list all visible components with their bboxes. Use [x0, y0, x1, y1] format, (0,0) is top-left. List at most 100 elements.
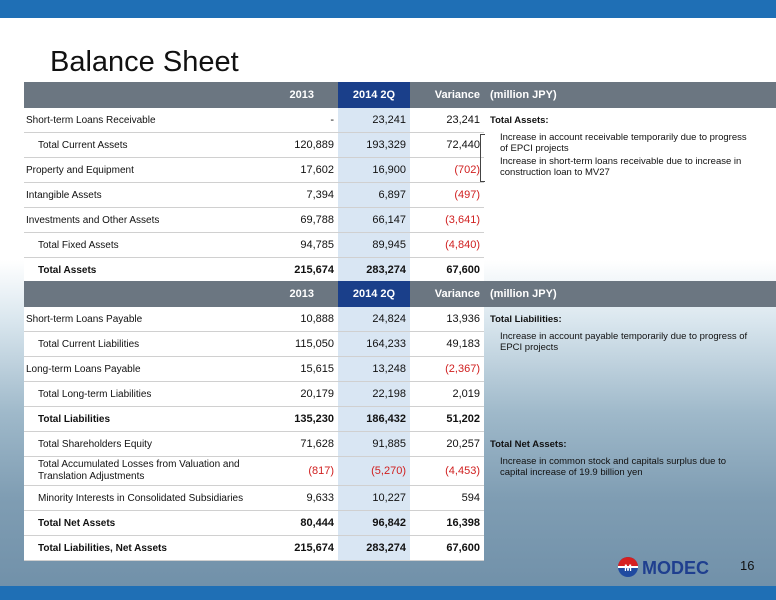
value-2013: - [262, 108, 338, 133]
value-2014: 193,329 [338, 132, 410, 158]
header-blank [24, 82, 262, 108]
value-variance: (4,840) [410, 232, 484, 258]
table-row: Minority Interests in Consolidated Subsi… [24, 485, 776, 511]
value-2013: 7,394 [262, 182, 338, 208]
value-variance: 49,183 [410, 331, 484, 357]
value-2013: 10,888 [262, 307, 338, 332]
header-variance: Variance [410, 82, 484, 108]
header-unit: (million JPY) [484, 281, 776, 307]
value-2014: 96,842 [338, 510, 410, 536]
row-label: Total Long-term Liabilities [24, 381, 262, 407]
table-row: Total Liabilities, Net Assets 215,674 283,… [24, 535, 776, 561]
row-label: Long-term Loans Payable [24, 356, 262, 382]
value-2014: 23,241 [338, 108, 410, 133]
table-row: Total Assets 215,674 283,274 67,600 [24, 257, 776, 283]
value-variance: 2,019 [410, 381, 484, 407]
value-2014: 22,198 [338, 381, 410, 407]
row-label: Short-term Loans Receivable [24, 108, 262, 133]
row-label: Total Accumulated Losses from Valuation … [24, 456, 262, 486]
row-label: Property and Equipment [24, 157, 262, 183]
value-2013: 215,674 [262, 257, 338, 283]
assets-table: 2013 2014 2Q Variance (million JPY) Shor… [24, 82, 776, 283]
table-row: Total Current Assets 120,889 193,329 72,440 [24, 132, 776, 158]
assets-note-1: Increase in account receivable temporari… [500, 132, 747, 154]
value-variance: 20,257 [410, 431, 484, 457]
value-variance: (702) [410, 157, 484, 183]
value-2013: (817) [262, 456, 338, 486]
table-row: Total Shareholders Equity 71,628 91,885 20,… [24, 431, 776, 478]
value-variance: 67,600 [410, 535, 484, 561]
value-2013: 80,444 [262, 510, 338, 536]
row-label: Intangible Assets [24, 182, 262, 208]
value-2013: 135,230 [262, 406, 338, 432]
value-2013: 115,050 [262, 331, 338, 357]
value-variance: (3,641) [410, 207, 484, 233]
value-2014: 91,885 [338, 431, 410, 457]
table-row: Total Current Liabilities 115,050 164,233 4… [24, 331, 776, 357]
liabilities-table: 2013 2014 2Q Variance (million JPY) Shor… [24, 281, 776, 561]
value-2013: 94,785 [262, 232, 338, 258]
row-label: Short-term Loans Payable [24, 307, 262, 332]
value-variance: 594 [410, 485, 484, 511]
table-row: Short-term Loans Receivable -23,241 23,241… [24, 108, 776, 178]
header-2013: 2013 [262, 82, 338, 108]
value-2013: 15,615 [262, 356, 338, 382]
row-label: Total Assets [24, 257, 262, 283]
header-2013: 2013 [262, 281, 338, 307]
row-label: Total Liabilities [24, 406, 262, 432]
value-variance: 23,241 [410, 108, 484, 133]
value-2014: 13,248 [338, 356, 410, 382]
table-row: Total Net Assets 80,444 96,842 16,398 [24, 510, 776, 536]
logo-text: MODEC [642, 558, 709, 578]
liabilities-header-row: 2013 2014 2Q Variance (million JPY) [24, 281, 776, 307]
liab-note-1: Increase in account payable temporarily … [500, 331, 748, 353]
value-2013: 215,674 [262, 535, 338, 561]
header-unit: (million JPY) [484, 82, 776, 108]
value-2014: 6,897 [338, 182, 410, 208]
value-variance: 72,440 [410, 132, 484, 158]
value-variance: 16,398 [410, 510, 484, 536]
assets-header-row: 2013 2014 2Q Variance (million JPY) [24, 82, 776, 108]
value-2013: 9,633 [262, 485, 338, 511]
value-2014: 10,227 [338, 485, 410, 511]
note-cell: Total Net Assets: Increase in common stoc… [484, 432, 776, 561]
header-2014: 2014 2Q [338, 281, 410, 307]
value-2014: 164,233 [338, 331, 410, 357]
row-label: Total Liabilities, Net Assets [24, 535, 262, 561]
row-label: Minority Interests in Consolidated Subsi… [24, 485, 262, 511]
header-2014: 2014 2Q [338, 82, 410, 108]
netassets-note-1: Increase in common stock and capitals su… [500, 455, 727, 478]
svg-text:M: M [624, 563, 632, 573]
value-variance: (497) [410, 182, 484, 208]
modec-logo: M MODEC [616, 554, 726, 580]
value-2014: 186,432 [338, 406, 410, 432]
value-variance: 13,936 [410, 307, 484, 332]
value-2014: 66,147 [338, 207, 410, 233]
value-2014: 89,945 [338, 232, 410, 258]
assets-note-2: Increase in short-term loans receivable … [500, 156, 742, 178]
value-variance: (2,367) [410, 356, 484, 382]
value-2013: 69,788 [262, 207, 338, 233]
note-cell: Total Assets: Increase in account receiva… [484, 108, 776, 283]
assets-notes-title: Total Assets: [490, 115, 549, 126]
row-label: Total Current Assets [24, 132, 262, 158]
value-variance: 67,600 [410, 257, 484, 283]
assets-note-bracket [480, 134, 485, 182]
bottom-bar [0, 586, 776, 600]
table-row: Long-term Loans Payable 15,615 13,248 (2,36… [24, 356, 776, 382]
table-row: Total Long-term Liabilities 20,179 22,198 2… [24, 381, 776, 407]
value-2014: 283,274 [338, 535, 410, 561]
header-blank [24, 281, 262, 307]
table-row: Total Liabilities 135,230 186,432 51,202 [24, 406, 776, 432]
value-2014: (5,270) [338, 456, 410, 486]
table-row: Total Accumulated Losses from Valuation … [24, 456, 776, 486]
table-row: Intangible Assets 7,394 6,897 (497) [24, 182, 776, 208]
table-row: Property and Equipment 17,602 16,900 (702) [24, 157, 776, 183]
value-2014: 16,900 [338, 157, 410, 183]
liab-notes-title: Total Liabilities: [490, 314, 562, 325]
value-variance: 51,202 [410, 406, 484, 432]
value-2013: 17,602 [262, 157, 338, 183]
value-2014: 283,274 [338, 257, 410, 283]
table-row: Investments and Other Assets 69,788 66,147… [24, 207, 776, 233]
page-number: 16 [740, 558, 755, 573]
